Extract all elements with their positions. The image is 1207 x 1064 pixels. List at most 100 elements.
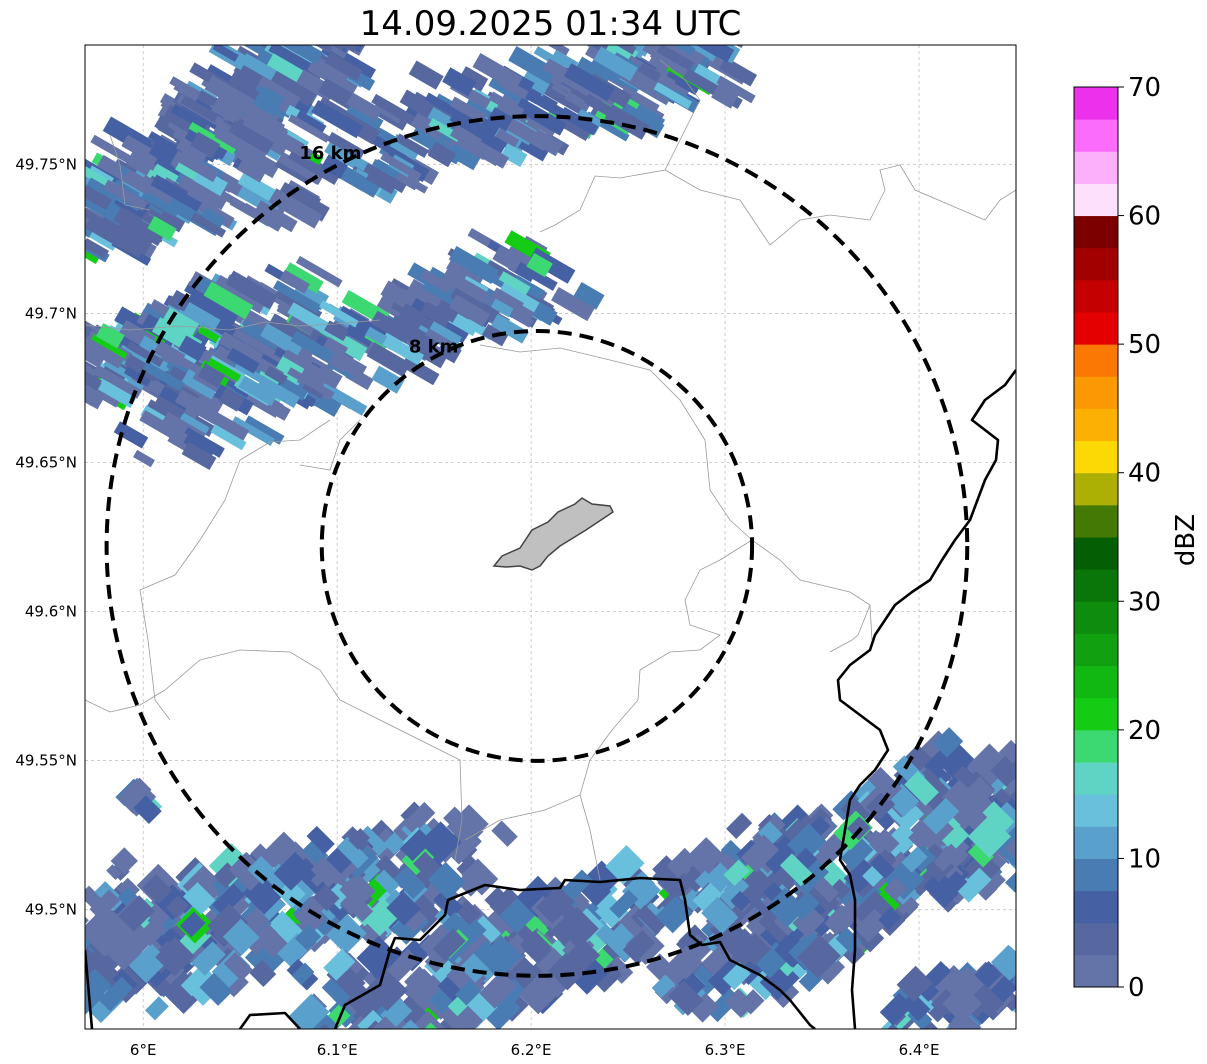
- echo-cell: [942, 870, 968, 896]
- echo-cell: [726, 812, 753, 839]
- echo-cell: [573, 959, 609, 995]
- echo-cell: [179, 911, 206, 938]
- echo-cell: [500, 143, 528, 168]
- echo-cell: [186, 289, 239, 328]
- echo-cell: [941, 1026, 970, 1029]
- echo-cell: [766, 887, 806, 928]
- echo-cell: [85, 968, 112, 1008]
- echo-cell: [371, 365, 405, 394]
- echo-cell: [1029, 843, 1063, 877]
- echo-cell: [442, 67, 477, 97]
- lat-tick-label: 49.75°N: [15, 155, 77, 173]
- echo-cell: [197, 362, 226, 388]
- colorbar-tick-label: 10: [1128, 844, 1161, 874]
- echo-cell: [203, 281, 254, 320]
- echo-cell: [779, 853, 813, 887]
- echo-cell: [150, 174, 203, 212]
- colorbar-segment: [1074, 376, 1118, 409]
- echo-cell: [382, 334, 425, 366]
- lon-tick-label: 6.3°E: [705, 1041, 746, 1059]
- echo-cell: [95, 323, 125, 349]
- echo-cell: [397, 303, 427, 330]
- echo-cell: [943, 786, 987, 830]
- echo-cell: [436, 340, 462, 364]
- echo-cell: [470, 126, 508, 157]
- echo-cell: [563, 63, 615, 102]
- echo-cell: [190, 131, 221, 159]
- echo-cell: [663, 7, 695, 30]
- echo-cell: [151, 163, 184, 188]
- echo-cell: [796, 934, 841, 979]
- echo-cell: [348, 828, 371, 850]
- echo-cell: [598, 45, 637, 55]
- echo-cell: [170, 104, 209, 131]
- echo-cell: [344, 322, 375, 347]
- echo-cell: [716, 75, 756, 104]
- echo-cell: [238, 375, 278, 406]
- echo-cell: [239, 45, 265, 55]
- echo-cell: [207, 903, 249, 945]
- echo-cell: [1022, 849, 1054, 881]
- echo-cell: [123, 169, 156, 195]
- city-area: [492, 497, 614, 571]
- echo-cell: [532, 302, 558, 326]
- echo-cell: [1034, 741, 1066, 773]
- echo-cell: [240, 97, 279, 125]
- echo-cell: [492, 245, 523, 273]
- echo-cell: [722, 961, 751, 991]
- echo-cell: [853, 881, 882, 910]
- echo-cell: [279, 269, 310, 294]
- echo-cell: [188, 121, 237, 155]
- echo-cell: [990, 944, 1016, 981]
- echo-cell: [1016, 950, 1049, 983]
- echo-cell: [530, 92, 567, 119]
- echo-cell: [33, 985, 72, 1024]
- echo-cell: [941, 824, 970, 852]
- echo-cell: [161, 307, 199, 338]
- echo-cell: [783, 818, 812, 848]
- echo-cell: [300, 14, 333, 41]
- echo-cell: [446, 804, 489, 847]
- echo-cell: [249, 959, 277, 988]
- echo-cell: [380, 152, 422, 181]
- echo-cell: [156, 386, 191, 415]
- lon-tick-label: 6°E: [130, 1041, 157, 1059]
- echo-cell: [138, 917, 167, 947]
- echo-cell: [575, 56, 613, 86]
- colorbar-segment: [1074, 762, 1118, 795]
- echo-cell: [593, 963, 623, 993]
- colorbar-segment: [1074, 794, 1118, 827]
- echo-cell: [551, 286, 595, 322]
- echo-cell: [319, 300, 359, 328]
- echo-cell: [273, 851, 313, 891]
- echo-cell: [268, 188, 323, 229]
- echo-cell: [118, 777, 152, 811]
- echo-cell: [506, 118, 550, 151]
- echo-cell: [183, 302, 221, 331]
- echo-cell: [998, 739, 1016, 767]
- echo-cell: [128, 943, 169, 984]
- echo-cell: [370, 310, 413, 344]
- colorbar-segment: [1074, 858, 1118, 892]
- echo-cell: [306, 825, 335, 855]
- echo-cell: [441, 269, 490, 304]
- colorbar-tick-label: 50: [1128, 330, 1161, 360]
- echo-cell: [408, 60, 444, 90]
- echo-cell: [878, 907, 902, 931]
- echo-cell: [1015, 944, 1016, 973]
- echo-cell: [449, 124, 483, 151]
- echo-cell: [922, 797, 960, 835]
- echo-cell: [449, 109, 480, 134]
- echo-cell: [103, 179, 148, 212]
- echo-cell: [724, 988, 755, 1019]
- echo-cell: [155, 936, 195, 977]
- echo-cell: [448, 245, 500, 285]
- echo-cell: [583, 93, 635, 129]
- echo-cell: [85, 372, 106, 410]
- echo-cell: [556, 906, 599, 949]
- colorbar-segment: [1074, 729, 1118, 763]
- echo-cell: [113, 421, 149, 449]
- echo-cell: [106, 864, 122, 880]
- echo-cell: [144, 996, 169, 1021]
- echo-cell: [231, 416, 275, 446]
